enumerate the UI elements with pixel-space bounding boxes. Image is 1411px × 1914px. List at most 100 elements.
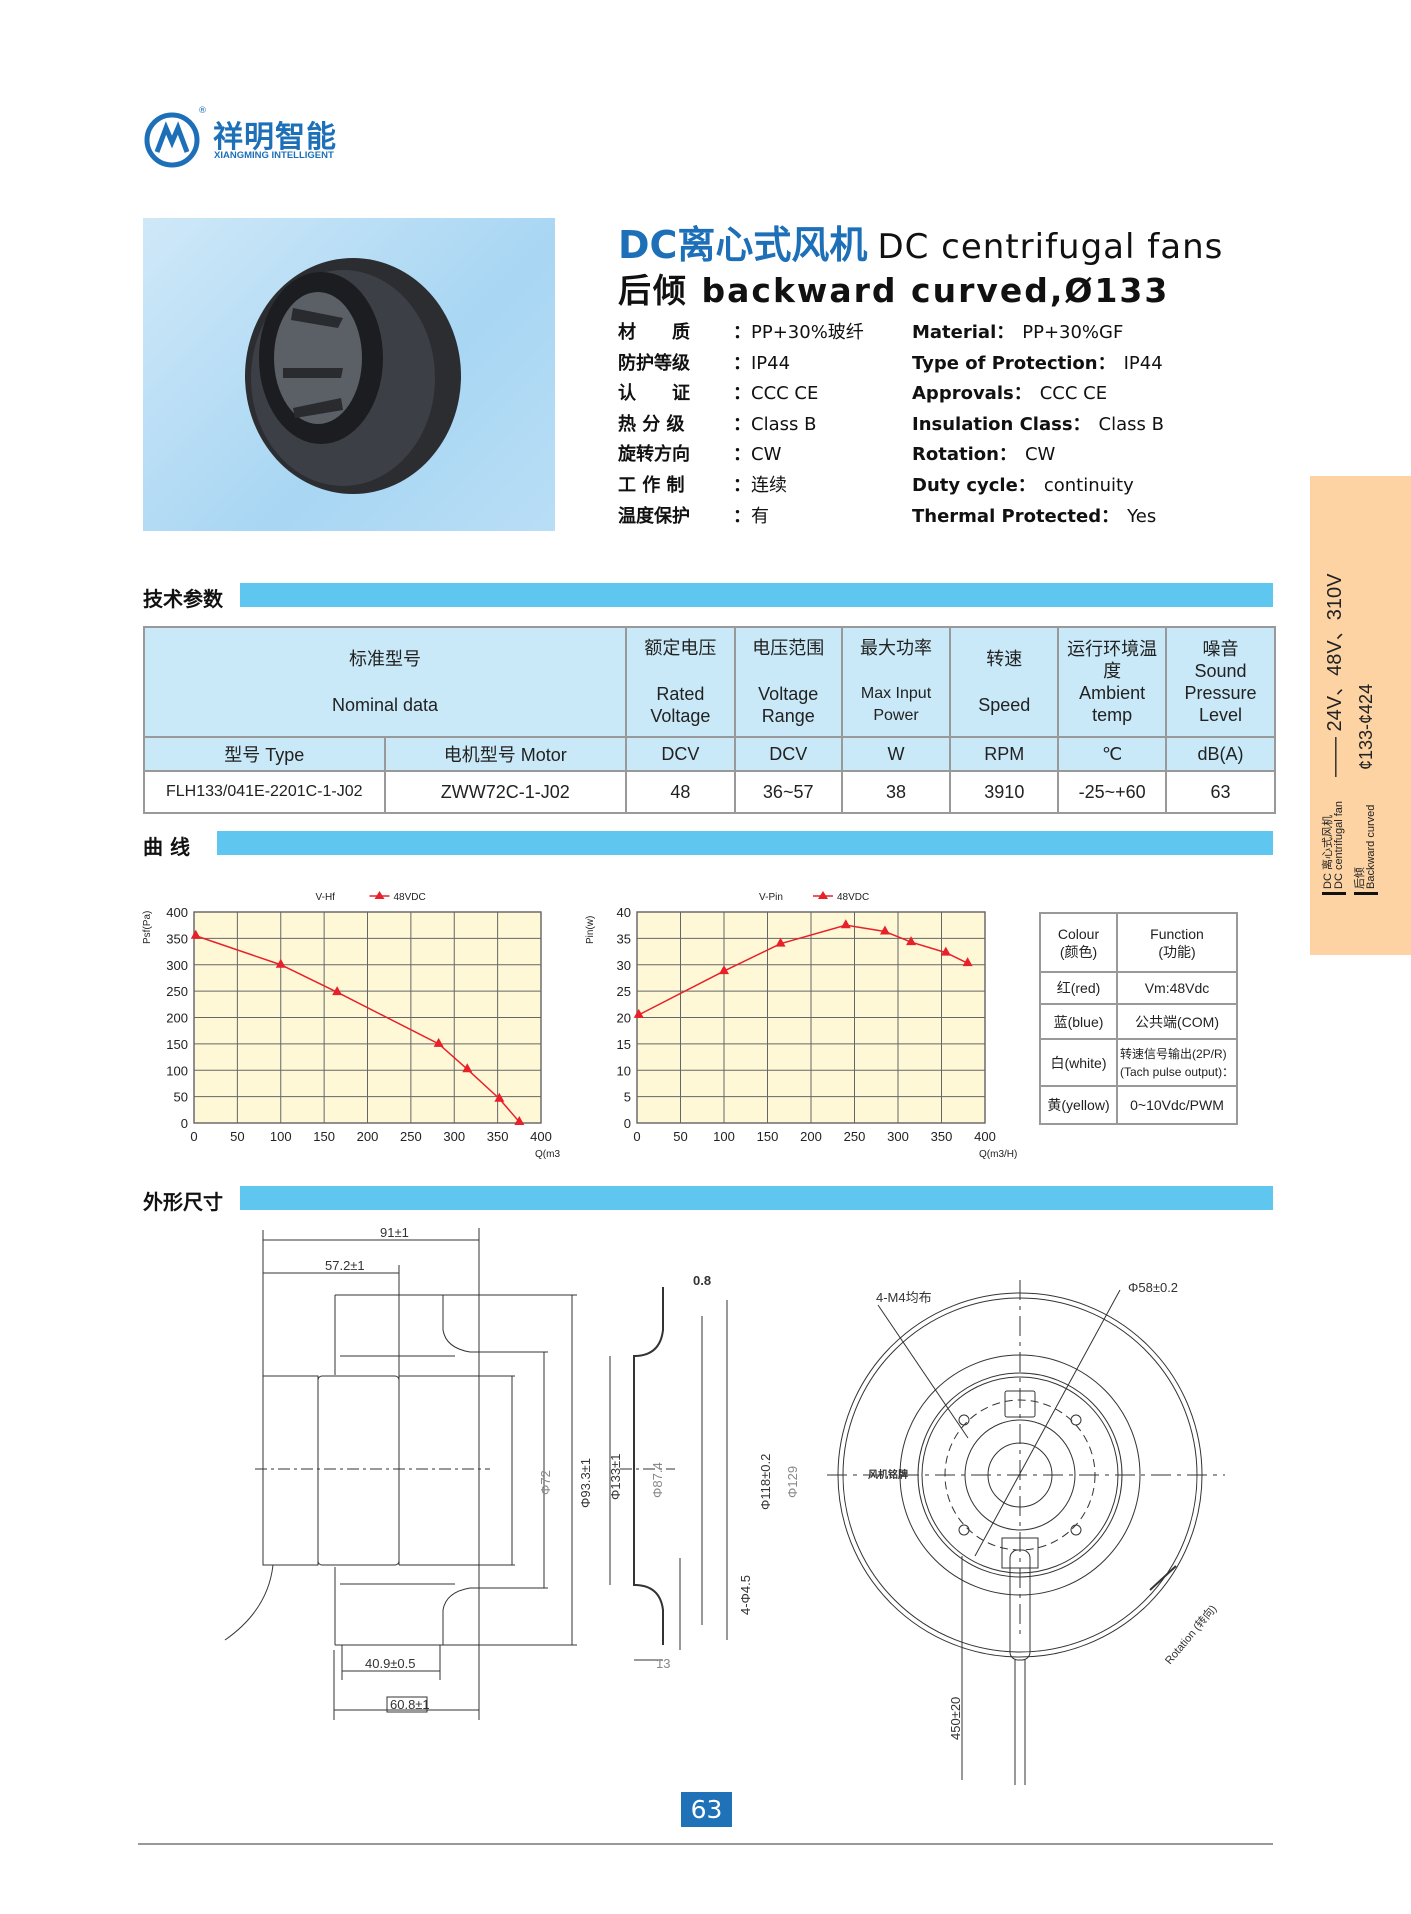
label-nameplate: 风机铭牌 bbox=[868, 1468, 908, 1481]
x-tick-label: 100 bbox=[713, 1129, 735, 1144]
cell: 36~57 bbox=[733, 770, 843, 814]
spec-row: Duty cycle： continuity bbox=[912, 471, 1134, 497]
spec-value: Class B bbox=[751, 413, 817, 435]
dim-133: Φ133±1 bbox=[608, 1454, 623, 1500]
dim-57: 57.2±1 bbox=[325, 1258, 365, 1273]
head-text: (颜色) bbox=[1059, 943, 1098, 960]
spec-value: CCC CE bbox=[751, 383, 819, 405]
col-en: Voltage Range bbox=[758, 684, 819, 726]
spec-value: IP44 bbox=[1123, 352, 1163, 374]
y-tick-label: 15 bbox=[617, 1037, 631, 1052]
type-label: 型号 Type bbox=[143, 736, 386, 772]
spec-row: Insulation Class： Class B bbox=[912, 410, 1164, 436]
spec-value: 有 bbox=[751, 505, 769, 527]
shroud-profile bbox=[609, 1287, 728, 1661]
tab-en2: Backward curved bbox=[1365, 804, 1377, 889]
data-point bbox=[433, 1037, 444, 1047]
data-point bbox=[940, 946, 951, 956]
dim-58: Φ58±0.2 bbox=[1128, 1280, 1178, 1295]
col-header: 转速 Speed bbox=[949, 626, 1060, 738]
legend-marker bbox=[818, 891, 828, 899]
y-tick-label: 400 bbox=[166, 905, 188, 920]
col-header: 噪音 Sound Pressure Level bbox=[1165, 626, 1276, 738]
wire-colour: 黄(yellow) bbox=[1039, 1085, 1118, 1125]
y-tick-label: 25 bbox=[617, 984, 631, 999]
dim-60-8: 60.8±1 bbox=[390, 1697, 430, 1712]
tab-range: ¢133-¢424 bbox=[1356, 683, 1376, 770]
x-tick-label: 150 bbox=[757, 1129, 779, 1144]
wire-colour: 白(white) bbox=[1039, 1038, 1118, 1087]
data-point bbox=[190, 929, 201, 939]
legend-label: 48VDC bbox=[837, 892, 869, 903]
spec-value: IP44 bbox=[751, 352, 791, 374]
front-view bbox=[827, 1280, 1225, 1785]
col-header: 最大功率 Max Input Power bbox=[840, 626, 952, 738]
spec-key: 旋转方向 bbox=[618, 444, 690, 466]
spec-row: 工 作 制 ：连续 bbox=[618, 471, 787, 497]
data-point bbox=[494, 1092, 505, 1102]
x-tick-label: 350 bbox=[931, 1129, 953, 1144]
chart-title: V-Hf bbox=[316, 892, 336, 903]
spec-key: Material： bbox=[912, 322, 1015, 343]
dim-72: Φ72 bbox=[538, 1470, 553, 1495]
spec-row: Thermal Protected： Yes bbox=[912, 502, 1156, 528]
dim-40-9: 40.9±0.5 bbox=[365, 1656, 416, 1671]
spec-row: 材 质 ：PP+30%玻纤 bbox=[618, 318, 864, 344]
dim-91: 91±1 bbox=[380, 1225, 409, 1240]
cell: 3910 bbox=[949, 770, 1060, 814]
x-tick-label: 100 bbox=[270, 1129, 292, 1144]
wire-function: 0~10Vdc/PWM bbox=[1116, 1085, 1238, 1125]
data-point bbox=[840, 919, 851, 929]
wire-row: 白(white) 转速信号输出(2P/R) (Tach pulse output)： bbox=[1039, 1038, 1238, 1087]
col-cn: 额定电压 bbox=[644, 638, 717, 658]
col-en: Speed bbox=[978, 695, 1031, 715]
unit: dB(A) bbox=[1165, 736, 1276, 772]
head-text: (功能) bbox=[1158, 943, 1196, 960]
spec-row: 防护等级 ：IP44 bbox=[618, 349, 790, 375]
section-bar bbox=[217, 831, 1273, 855]
spec-row: 温度保护 ：有 bbox=[618, 502, 769, 528]
page-number: 63 bbox=[681, 1792, 732, 1827]
x-axis-label: Q(m3/H) bbox=[535, 1149, 560, 1160]
legend-label: 48VDC bbox=[394, 892, 426, 903]
spec-key: 温度保护 bbox=[618, 505, 690, 527]
x-tick-label: 250 bbox=[844, 1129, 866, 1144]
brand-logo: ® 祥明智能 XIANGMING INTELLIGENT bbox=[143, 106, 353, 170]
data-point bbox=[719, 965, 729, 975]
dim-0-8: 0.8 bbox=[693, 1273, 711, 1288]
spec-key: 材 质 bbox=[618, 322, 690, 343]
data-point bbox=[962, 957, 973, 967]
side-view bbox=[224, 1228, 577, 1720]
data-point bbox=[906, 936, 917, 946]
page-subtitle: 后倾 backward curved,Ø133 bbox=[618, 271, 1170, 310]
spec-key: Thermal Protected： bbox=[912, 505, 1120, 527]
colon: ： bbox=[733, 505, 751, 527]
spec-value: Class B bbox=[1098, 413, 1164, 435]
y-axis-label: Pin(w) bbox=[585, 916, 596, 944]
y-axis-label: Psf(Pa) bbox=[142, 911, 153, 944]
section-curves-label: 曲 线 bbox=[143, 835, 190, 859]
spec-value: CW bbox=[751, 444, 782, 466]
unit: DCV bbox=[624, 736, 736, 772]
spec-key: 认 证 bbox=[618, 383, 690, 405]
cell: 63 bbox=[1165, 770, 1276, 814]
y-tick-label: 0 bbox=[624, 1116, 631, 1131]
dim-13: 13 bbox=[656, 1656, 670, 1671]
chart-title: V-Pin bbox=[759, 892, 783, 903]
unit: RPM bbox=[949, 736, 1060, 772]
dim-93: Φ93.3±1 bbox=[578, 1458, 593, 1508]
col-cn: 转速 bbox=[986, 649, 1023, 669]
data-point bbox=[775, 937, 786, 947]
cell: 48 bbox=[624, 770, 736, 814]
section-bar bbox=[240, 583, 1273, 607]
side-tab: DC 离心式风机 DC centrifugal fan —— 24V、48V、3… bbox=[1310, 476, 1411, 955]
y-tick-label: 5 bbox=[624, 1090, 631, 1105]
x-tick-label: 300 bbox=[443, 1129, 465, 1144]
section-tech-label: 技术参数 bbox=[143, 587, 223, 611]
y-tick-label: 300 bbox=[166, 958, 188, 973]
x-axis-label: Q(m3/H) bbox=[979, 1149, 1017, 1160]
col-header: 电压范围 Voltage Range bbox=[733, 626, 843, 738]
colon: ： bbox=[733, 475, 751, 496]
data-point bbox=[332, 986, 343, 996]
wire-row: 黄(yellow) 0~10Vdc/PWM bbox=[1039, 1085, 1238, 1125]
